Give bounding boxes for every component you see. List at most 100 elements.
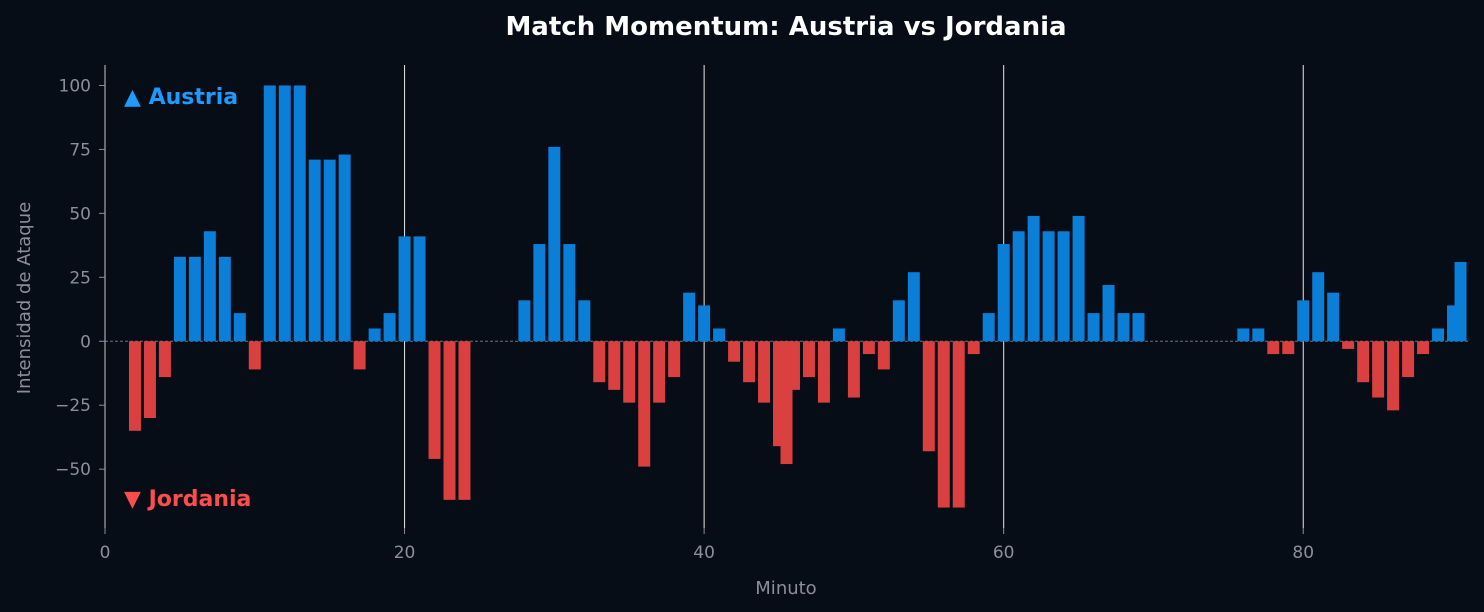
momentum-bar	[1087, 313, 1100, 342]
momentum-bar	[593, 341, 606, 383]
momentum-bar	[518, 300, 531, 342]
x-axis-label: Minuto	[755, 578, 816, 599]
momentum-bar	[1057, 231, 1070, 342]
momentum-bar	[143, 341, 156, 419]
momentum-bar	[1072, 215, 1085, 342]
momentum-bar	[862, 341, 875, 355]
momentum-bar	[533, 244, 546, 342]
jordania-annotation: ▼ Jordania	[124, 487, 251, 512]
x-tick-label: 80	[1292, 543, 1314, 563]
momentum-bar	[563, 244, 576, 342]
momentum-bar	[1402, 341, 1415, 378]
momentum-bar	[728, 341, 741, 362]
momentum-bar	[743, 341, 756, 383]
momentum-bar	[1117, 313, 1130, 342]
x-tick-label: 60	[993, 543, 1015, 563]
y-tick-label: −25	[55, 396, 91, 416]
momentum-bar	[1252, 328, 1265, 342]
momentum-bar	[1312, 272, 1325, 342]
momentum-bar	[1447, 305, 1460, 342]
momentum-bar	[308, 159, 321, 342]
momentum-bar	[638, 341, 651, 467]
momentum-bar	[443, 341, 456, 500]
x-tick-label: 40	[693, 543, 715, 563]
momentum-bar	[1027, 215, 1040, 342]
momentum-bar	[578, 300, 591, 342]
momentum-bar	[413, 236, 426, 342]
y-tick-label: 75	[69, 140, 91, 160]
momentum-bar	[1012, 231, 1025, 342]
momentum-bar	[1102, 284, 1115, 342]
momentum-bar	[1132, 313, 1145, 342]
momentum-bar	[847, 341, 860, 398]
momentum-bar	[922, 341, 935, 452]
momentum-bar	[787, 341, 800, 390]
momentum-bar	[368, 328, 381, 342]
momentum-bar	[802, 341, 815, 378]
y-tick-label: 0	[80, 332, 91, 352]
momentum-bar	[780, 341, 793, 465]
momentum-bar	[1387, 341, 1400, 411]
x-tick-label: 20	[394, 543, 416, 563]
y-ticks: −50 −25 0 25 50 75 100	[55, 76, 105, 480]
momentum-bar	[832, 328, 845, 342]
momentum-bar	[937, 341, 950, 508]
y-tick-label: 100	[59, 76, 91, 96]
momentum-bar	[1042, 231, 1055, 342]
momentum-bar	[1267, 341, 1280, 355]
momentum-bar	[967, 341, 980, 355]
austria-annotation: ▲ Austria	[124, 85, 238, 110]
momentum-bar	[653, 341, 666, 403]
momentum-bar	[218, 256, 231, 342]
momentum-bar	[997, 244, 1010, 342]
momentum-bar	[1432, 328, 1445, 342]
y-tick-label: −50	[55, 460, 91, 480]
momentum-bar	[683, 292, 696, 342]
momentum-bar	[248, 341, 261, 370]
momentum-bar	[173, 256, 186, 342]
chart-title: Match Momentum: Austria vs Jordania	[505, 12, 1066, 42]
momentum-bar	[263, 85, 276, 342]
momentum-bar	[458, 341, 471, 500]
momentum-bar	[353, 341, 366, 370]
momentum-bar	[817, 341, 830, 403]
momentum-bar	[293, 85, 306, 342]
momentum-bar	[428, 341, 441, 459]
momentum-bar	[1454, 261, 1467, 342]
momentum-bar	[758, 341, 771, 403]
momentum-bar	[608, 341, 621, 390]
y-axis-label: Intensidad de Ataque	[14, 202, 35, 394]
momentum-bar	[128, 341, 141, 431]
momentum-bar	[698, 305, 711, 342]
momentum-bar	[278, 85, 291, 342]
momentum-bar	[1342, 341, 1355, 349]
y-tick-label: 25	[69, 268, 91, 288]
momentum-bar	[1327, 292, 1340, 342]
momentum-bar	[877, 341, 890, 370]
momentum-bar	[1297, 300, 1310, 342]
momentum-bar	[323, 159, 336, 342]
momentum-bar	[548, 146, 561, 342]
momentum-bar	[907, 272, 920, 342]
x-ticks: 0 20 40 60 80	[100, 528, 1314, 563]
momentum-bar	[398, 236, 411, 342]
momentum-bar	[668, 341, 681, 378]
momentum-bar	[623, 341, 636, 403]
momentum-bar	[158, 341, 171, 378]
momentum-bar	[1282, 341, 1295, 355]
x-tick-label: 0	[100, 543, 111, 563]
momentum-bar	[892, 300, 905, 342]
momentum-bar	[1372, 341, 1385, 398]
momentum-bar	[982, 313, 995, 342]
momentum-bar	[773, 341, 786, 447]
momentum-bar	[188, 256, 201, 342]
momentum-bar	[1237, 328, 1250, 342]
momentum-bar	[233, 313, 246, 342]
momentum-bar	[203, 231, 216, 342]
momentum-bar	[338, 154, 351, 342]
momentum-bar	[1417, 341, 1430, 355]
momentum-bar	[713, 328, 726, 342]
momentum-bars	[128, 85, 1467, 508]
momentum-bar	[1357, 341, 1370, 383]
